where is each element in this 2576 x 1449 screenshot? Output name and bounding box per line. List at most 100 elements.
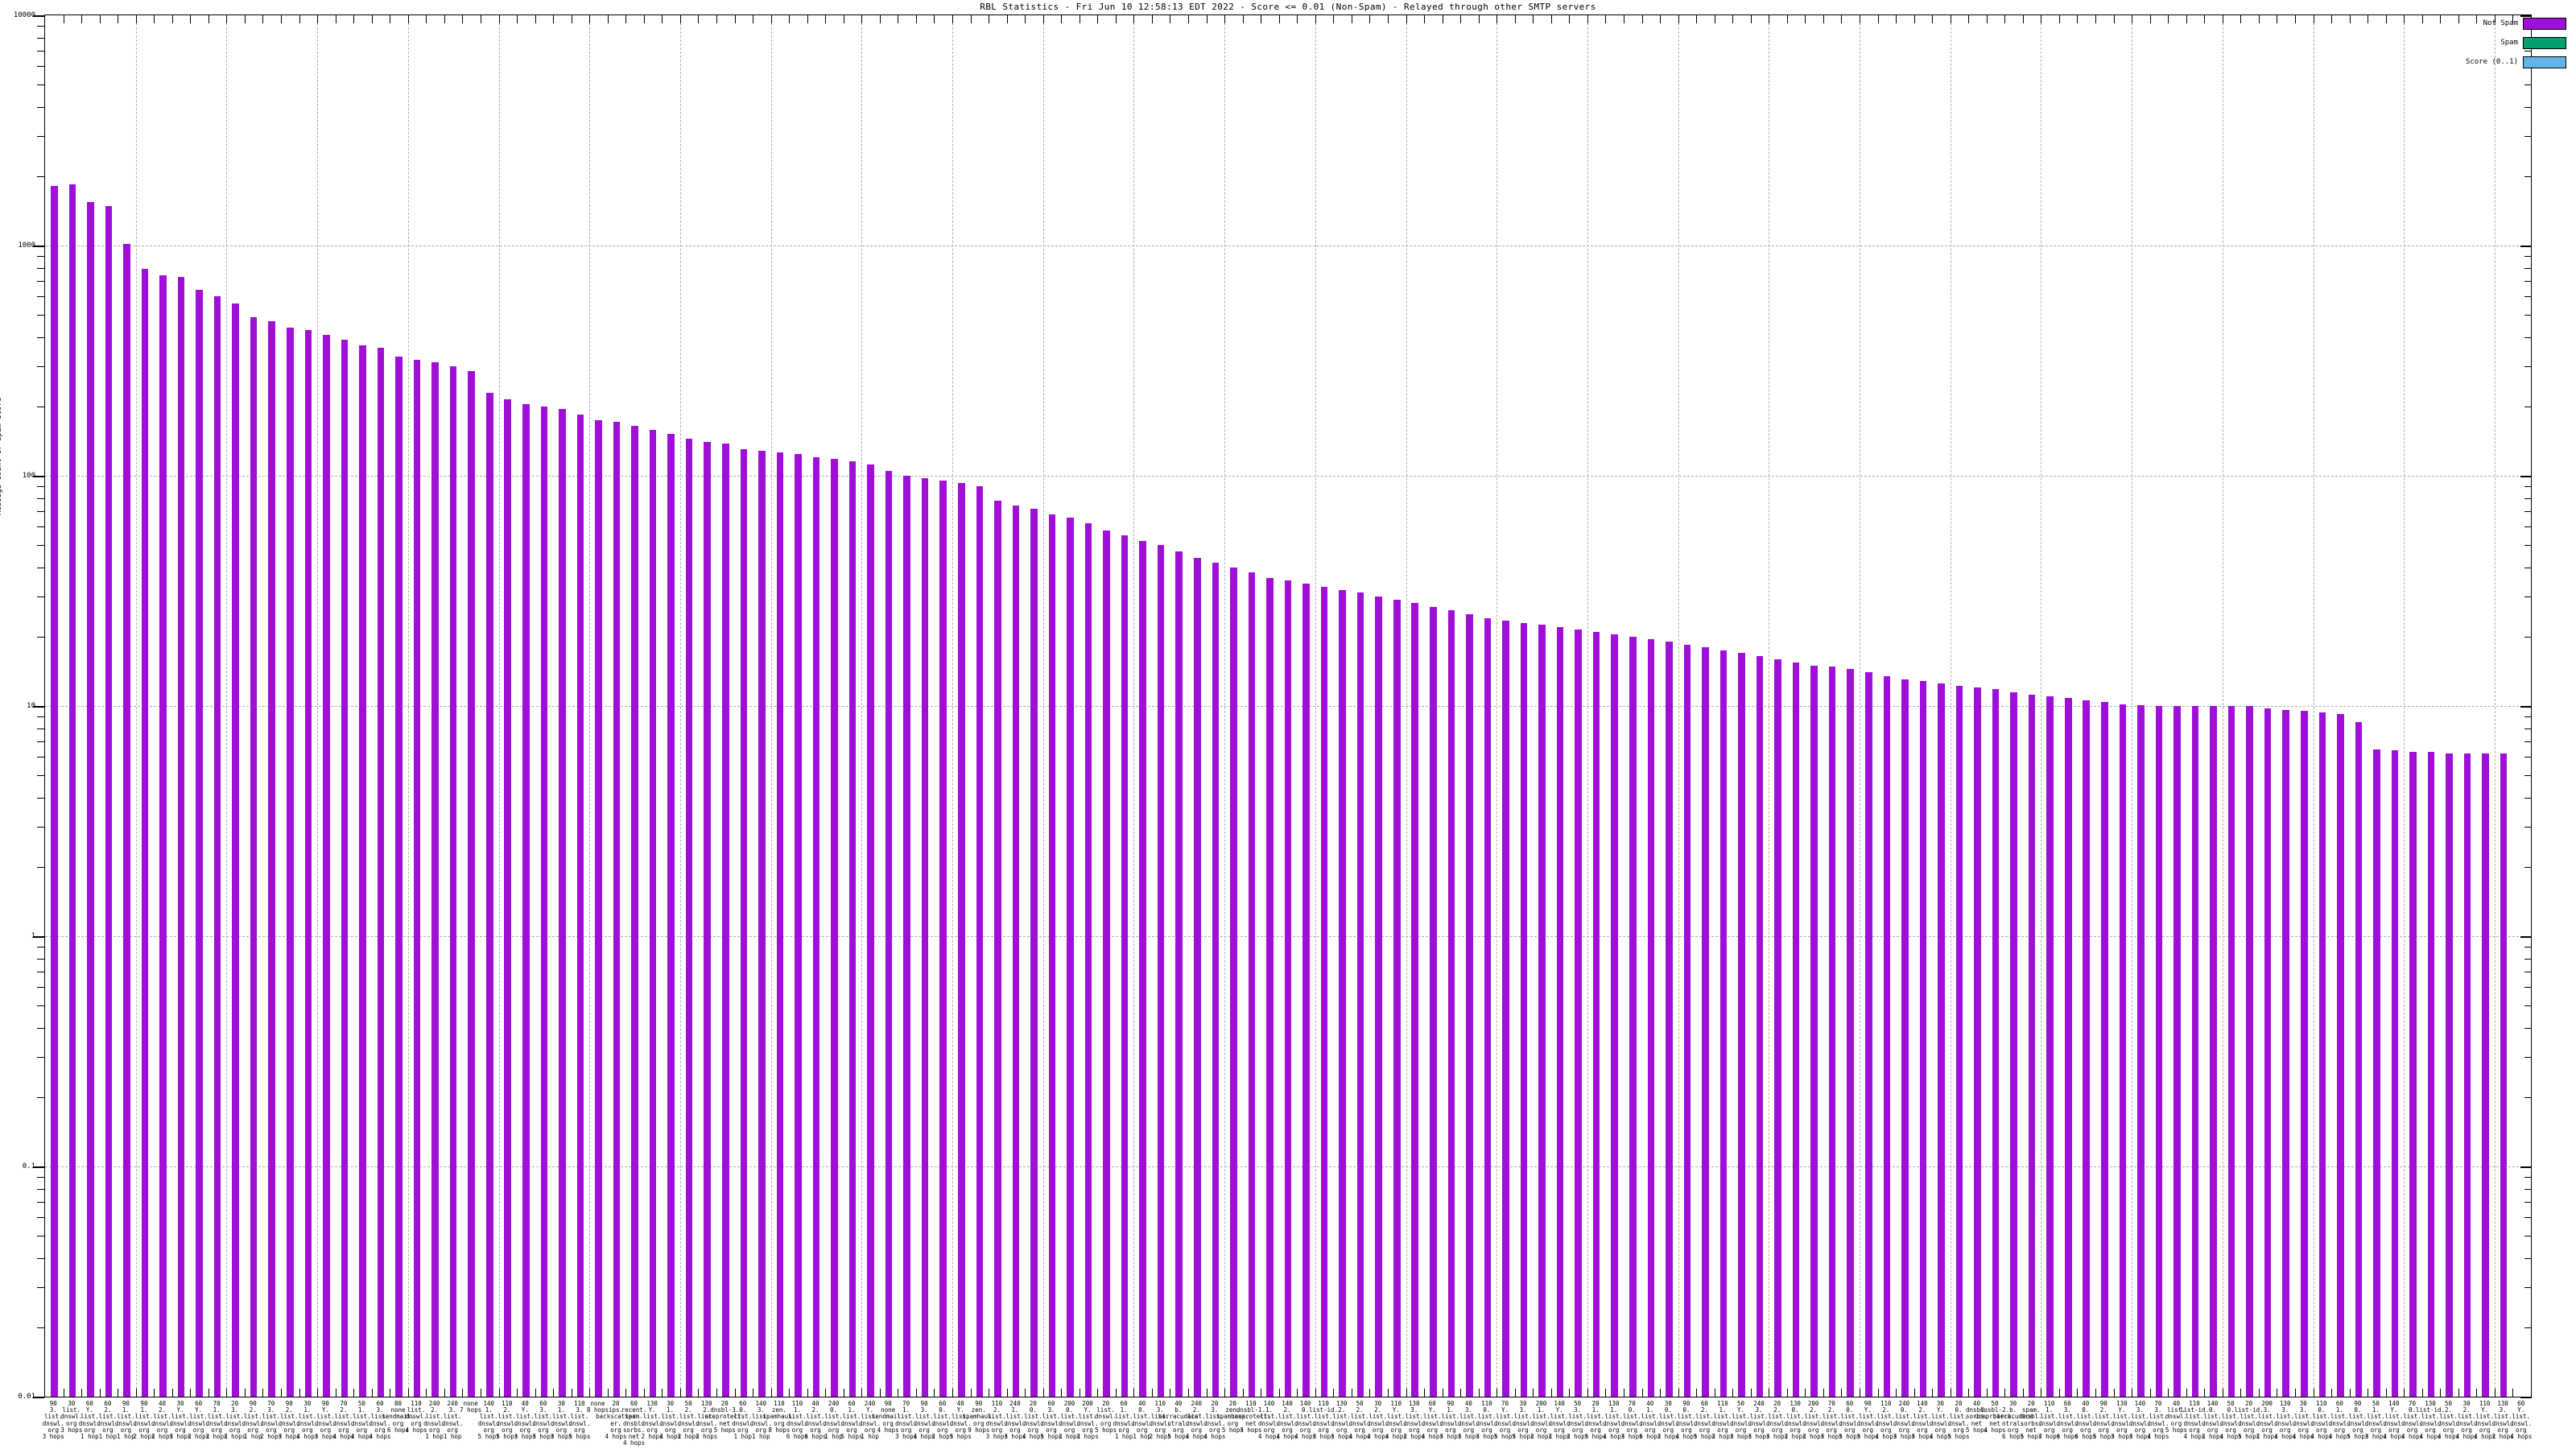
bar-not-spam[interactable]	[2427, 752, 2435, 1397]
legend-item[interactable]: Not Spam	[2417, 16, 2566, 31]
bar-not-spam[interactable]	[1302, 584, 1310, 1397]
bar-not-spam[interactable]	[1048, 514, 1056, 1397]
bar-not-spam[interactable]	[395, 356, 402, 1397]
bar-not-spam[interactable]	[649, 430, 657, 1397]
bar-not-spam[interactable]	[1411, 603, 1419, 1397]
bar-not-spam[interactable]	[685, 438, 693, 1397]
bar-not-spam[interactable]	[2318, 712, 2326, 1397]
bar-not-spam[interactable]	[867, 464, 874, 1397]
bar-not-spam[interactable]	[776, 452, 784, 1397]
bar-not-spam[interactable]	[1738, 653, 1745, 1397]
bar-not-spam[interactable]	[2155, 706, 2163, 1397]
bar-not-spam[interactable]	[704, 442, 711, 1397]
bar-not-spam[interactable]	[1538, 625, 1546, 1397]
legend-item[interactable]: Score (0..1)	[2417, 55, 2566, 69]
bar-not-spam[interactable]	[304, 329, 312, 1397]
bar-not-spam[interactable]	[2463, 753, 2471, 1397]
legend-item[interactable]: Spam	[2417, 35, 2566, 50]
bar-not-spam[interactable]	[1393, 599, 1401, 1397]
bar-not-spam[interactable]	[1194, 557, 1201, 1397]
bar-not-spam[interactable]	[359, 345, 366, 1397]
bar-not-spam[interactable]	[559, 409, 566, 1397]
bar-not-spam[interactable]	[812, 457, 820, 1397]
bar-not-spam[interactable]	[957, 483, 965, 1397]
bar-not-spam[interactable]	[1756, 655, 1764, 1397]
bar-not-spam[interactable]	[287, 327, 294, 1397]
bar-not-spam[interactable]	[1320, 586, 1328, 1397]
bar-not-spam[interactable]	[2046, 696, 2054, 1397]
bar-not-spam[interactable]	[1938, 683, 1945, 1397]
bar-not-spam[interactable]	[1683, 644, 1691, 1397]
bar-not-spam[interactable]	[1139, 541, 1146, 1397]
bar-not-spam[interactable]	[1792, 662, 1800, 1397]
bar-not-spam[interactable]	[2264, 708, 2272, 1397]
bar-not-spam[interactable]	[1883, 675, 1891, 1397]
bar-not-spam[interactable]	[1466, 614, 1473, 1397]
bar-not-spam[interactable]	[994, 500, 1001, 1397]
bar-not-spam[interactable]	[68, 184, 76, 1397]
bar-not-spam[interactable]	[1719, 650, 1728, 1397]
bar-not-spam[interactable]	[2210, 706, 2217, 1397]
bar-not-spam[interactable]	[740, 449, 748, 1397]
bar-not-spam[interactable]	[1356, 592, 1364, 1397]
bar-not-spam[interactable]	[540, 406, 548, 1397]
bar-not-spam[interactable]	[323, 334, 330, 1397]
bar-not-spam[interactable]	[2227, 706, 2235, 1397]
bar-not-spam[interactable]	[1430, 606, 1437, 1397]
bar-not-spam[interactable]	[341, 339, 349, 1397]
bar-not-spam[interactable]	[2282, 710, 2289, 1397]
bar-not-spam[interactable]	[2010, 691, 2017, 1397]
bar-not-spam[interactable]	[213, 296, 221, 1397]
bar-not-spam[interactable]	[1955, 686, 1963, 1397]
bar-not-spam[interactable]	[595, 419, 602, 1397]
bar-not-spam[interactable]	[848, 460, 857, 1397]
bar-not-spam[interactable]	[2355, 722, 2363, 1397]
bar-not-spam[interactable]	[123, 243, 130, 1397]
bar-not-spam[interactable]	[377, 347, 385, 1397]
bar-not-spam[interactable]	[1248, 572, 1256, 1397]
bar-not-spam[interactable]	[2137, 704, 2145, 1397]
bar-not-spam[interactable]	[1774, 658, 1781, 1397]
bar-not-spam[interactable]	[1901, 679, 1909, 1397]
bar-not-spam[interactable]	[1992, 689, 2000, 1397]
bar-not-spam[interactable]	[1284, 580, 1292, 1397]
bar-not-spam[interactable]	[1175, 551, 1183, 1397]
bar-not-spam[interactable]	[1647, 639, 1655, 1397]
bar-not-spam[interactable]	[1592, 631, 1600, 1397]
bar-not-spam[interactable]	[250, 316, 258, 1397]
bar-not-spam[interactable]	[2300, 711, 2308, 1397]
bar-not-spam[interactable]	[1103, 530, 1110, 1397]
bar-not-spam[interactable]	[1828, 667, 1836, 1397]
bar-not-spam[interactable]	[939, 481, 947, 1397]
bar-not-spam[interactable]	[177, 277, 185, 1397]
bar-not-spam[interactable]	[1556, 627, 1564, 1397]
bar-not-spam[interactable]	[613, 421, 621, 1397]
bar-not-spam[interactable]	[831, 459, 838, 1397]
bar-not-spam[interactable]	[1067, 517, 1074, 1397]
bar-not-spam[interactable]	[758, 451, 766, 1397]
bar-not-spam[interactable]	[631, 425, 638, 1397]
bar-not-spam[interactable]	[87, 202, 94, 1397]
bar-not-spam[interactable]	[795, 454, 802, 1397]
bar-not-spam[interactable]	[2337, 714, 2344, 1397]
bar-not-spam[interactable]	[2482, 753, 2489, 1397]
bar-not-spam[interactable]	[2391, 750, 2399, 1397]
bar-not-spam[interactable]	[413, 359, 421, 1397]
bar-not-spam[interactable]	[2119, 704, 2127, 1397]
bar-not-spam[interactable]	[449, 365, 457, 1397]
bar-not-spam[interactable]	[196, 290, 203, 1397]
bar-not-spam[interactable]	[504, 398, 512, 1397]
bar-not-spam[interactable]	[903, 476, 910, 1397]
bar-not-spam[interactable]	[1447, 610, 1455, 1397]
bar-not-spam[interactable]	[2083, 700, 2091, 1397]
bar-not-spam[interactable]	[468, 370, 475, 1397]
bar-not-spam[interactable]	[721, 444, 729, 1397]
bar-not-spam[interactable]	[885, 470, 893, 1397]
bar-not-spam[interactable]	[1502, 620, 1509, 1397]
bar-not-spam[interactable]	[268, 320, 276, 1397]
bar-not-spam[interactable]	[1339, 589, 1346, 1397]
bar-not-spam[interactable]	[522, 403, 530, 1397]
bar-not-spam[interactable]	[1611, 634, 1618, 1397]
bar-not-spam[interactable]	[2500, 753, 2508, 1397]
bar-not-spam[interactable]	[2064, 698, 2072, 1397]
